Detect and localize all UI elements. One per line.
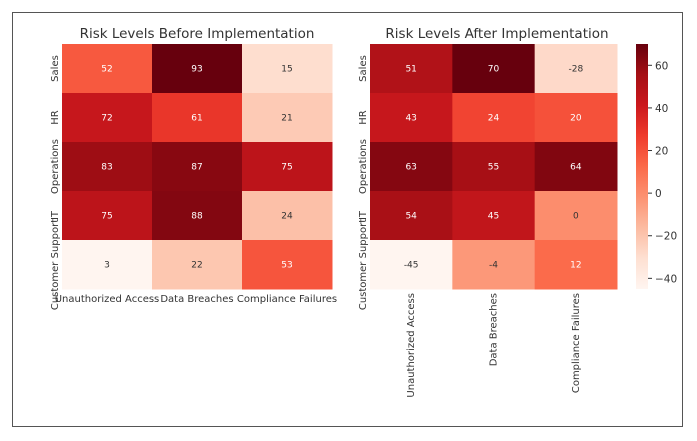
row-tick-label: Operations: [358, 139, 369, 194]
heatmap-cell: [452, 240, 536, 290]
cell-value-label: 12: [570, 261, 581, 271]
cell-value-label: 55: [488, 163, 499, 173]
cell-value-label: 22: [191, 261, 202, 271]
heatmap-cell: [534, 191, 618, 241]
left-heatmap-cells: 52 93 15 72 61 21 83 87 75 75 88 24 3 22 53: [62, 44, 333, 290]
heatmap-cell: [370, 191, 453, 241]
colorbar-tick-label: −20: [655, 231, 677, 243]
heatmap-cell: [242, 240, 333, 290]
right-heatmap-column-labels: Unauthorized Access Data Breaches Complian…: [406, 293, 582, 398]
heatmap-cell: [242, 93, 333, 143]
row-tick-label: Sales: [50, 55, 61, 82]
heatmap-cell: [62, 240, 153, 290]
cell-value-label: 64: [570, 163, 582, 173]
heatmap-cell: [62, 142, 153, 192]
heatmap-cell: [534, 142, 618, 192]
column-tick-label: Data Breaches: [489, 293, 500, 366]
cell-value-label: 63: [405, 163, 416, 173]
cell-value-label: 75: [101, 212, 112, 222]
row-tick-label: IT: [358, 210, 369, 220]
cell-value-label: -28: [568, 65, 583, 75]
heatmap-cell: [370, 93, 453, 143]
column-tick-label: Compliance Failures: [237, 294, 337, 305]
heatmap-cell: [62, 93, 153, 143]
cell-value-label: 61: [191, 114, 202, 124]
cell-value-label: 15: [281, 65, 292, 75]
heatmap-cell: [452, 44, 536, 94]
heatmap-cell: [62, 191, 153, 241]
cell-value-label: -45: [404, 261, 419, 271]
cell-value-label: 52: [101, 65, 112, 75]
row-tick-label: IT: [50, 210, 61, 220]
cell-value-label: 83: [101, 163, 112, 173]
column-tick-label: Unauthorized Access: [55, 294, 160, 305]
colorbar: [636, 44, 648, 289]
row-tick-label: HR: [358, 110, 369, 125]
heatmap-cell: [152, 93, 243, 143]
row-tick-label: HR: [50, 110, 61, 125]
column-tick-label: Unauthorized Access: [406, 293, 417, 398]
heatmap-cell: [452, 191, 536, 241]
heatmap-cell: [62, 44, 153, 94]
heatmap-cell: [152, 142, 243, 192]
cell-value-label: 24: [488, 114, 500, 124]
left-heatmap-title: Risk Levels Before Implementation: [80, 26, 315, 42]
cell-value-label: -4: [489, 261, 498, 271]
heatmap-cell: [242, 142, 333, 192]
right-heatmap-cells: 51 70 -28 43 24 20 63 55 64 54 45 0 -45 -4 12: [370, 44, 618, 290]
cell-value-label: 21: [281, 114, 292, 124]
cell-value-label: 51: [405, 65, 416, 75]
heatmap-cell: [370, 44, 453, 94]
cell-value-label: 24: [281, 212, 293, 222]
cell-value-label: 70: [488, 65, 500, 75]
heatmap-cell: [452, 142, 536, 192]
heatmap-cell: [152, 44, 243, 94]
cell-value-label: 88: [191, 212, 203, 222]
heatmap-cell: [534, 240, 618, 290]
colorbar-tick-label: 60: [655, 60, 668, 72]
heatmap-cell: [534, 44, 618, 94]
heatmap-cell: [152, 240, 243, 290]
colorbar-tick-label: 40: [655, 103, 668, 115]
left-heatmap-column-labels: Unauthorized Access Data Breaches Complian…: [55, 294, 337, 305]
cell-value-label: 54: [405, 212, 417, 222]
row-tick-label: Customer Support: [50, 219, 61, 310]
cell-value-label: 87: [191, 163, 202, 173]
cell-value-label: 75: [281, 163, 292, 173]
heatmap-cell: [534, 93, 618, 143]
heatmap-cell: [370, 142, 453, 192]
colorbar-tick-label: 0: [655, 188, 662, 200]
colorbar-tick-label: −40: [655, 273, 677, 285]
right-heatmap-title: Risk Levels After Implementation: [385, 26, 608, 42]
column-tick-label: Compliance Failures: [571, 293, 582, 393]
heatmap-cell: [242, 44, 333, 94]
row-tick-label: Operations: [50, 139, 61, 194]
heatmap-cell: [452, 93, 536, 143]
column-tick-label: Data Breaches: [160, 294, 233, 305]
cell-value-label: 45: [488, 212, 499, 222]
colorbar-tick-label: 20: [655, 146, 668, 158]
cell-value-label: 53: [281, 261, 292, 271]
cell-value-label: 43: [405, 114, 416, 124]
cell-value-label: 72: [101, 114, 112, 124]
colorbar-ticks: 60 40 20 0 −20 −40: [648, 60, 677, 285]
heatmap-cell: [370, 240, 453, 290]
cell-value-label: 3: [104, 261, 110, 271]
cell-value-label: 20: [570, 114, 582, 124]
cell-value-label: 93: [191, 65, 202, 75]
heatmap-cell: [152, 191, 243, 241]
heatmap-cell: [242, 191, 333, 241]
row-tick-label: Sales: [358, 55, 369, 82]
row-tick-label: Customer Support: [358, 219, 369, 310]
cell-value-label: 0: [573, 212, 579, 222]
